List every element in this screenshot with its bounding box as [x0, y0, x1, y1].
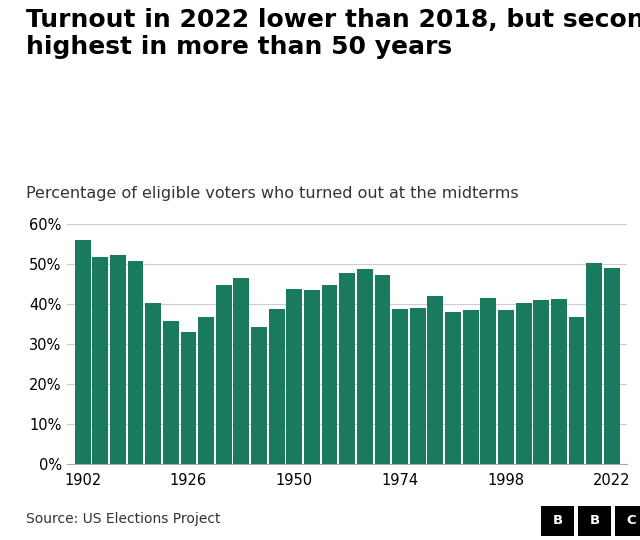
Text: B: B: [552, 514, 563, 528]
Bar: [357, 269, 372, 464]
Bar: [286, 289, 302, 464]
Bar: [410, 308, 426, 464]
Text: C: C: [627, 514, 637, 528]
Bar: [92, 258, 108, 464]
Bar: [216, 285, 232, 464]
Text: Turnout in 2022 lower than 2018, but second
highest in more than 50 years: Turnout in 2022 lower than 2018, but sec…: [26, 8, 640, 59]
Bar: [374, 274, 390, 464]
Bar: [516, 302, 531, 464]
Bar: [163, 321, 179, 464]
Bar: [481, 298, 496, 464]
Bar: [428, 296, 444, 464]
Text: B: B: [589, 514, 600, 528]
Bar: [586, 263, 602, 464]
Bar: [322, 285, 337, 464]
Bar: [604, 268, 620, 464]
Bar: [145, 303, 161, 464]
Bar: [304, 290, 320, 464]
Bar: [568, 318, 584, 464]
Bar: [498, 310, 514, 464]
Bar: [234, 278, 250, 464]
Text: Percentage of eligible voters who turned out at the midterms: Percentage of eligible voters who turned…: [26, 186, 518, 201]
Bar: [198, 317, 214, 464]
Bar: [180, 332, 196, 464]
Bar: [127, 261, 143, 464]
Bar: [110, 255, 126, 464]
Bar: [392, 308, 408, 464]
Bar: [75, 240, 91, 464]
Bar: [551, 299, 567, 464]
Bar: [339, 273, 355, 464]
Text: Source: US Elections Project: Source: US Elections Project: [26, 512, 220, 526]
Bar: [463, 310, 479, 464]
Bar: [445, 312, 461, 464]
Bar: [269, 308, 285, 464]
Bar: [251, 327, 267, 464]
Bar: [533, 300, 549, 464]
